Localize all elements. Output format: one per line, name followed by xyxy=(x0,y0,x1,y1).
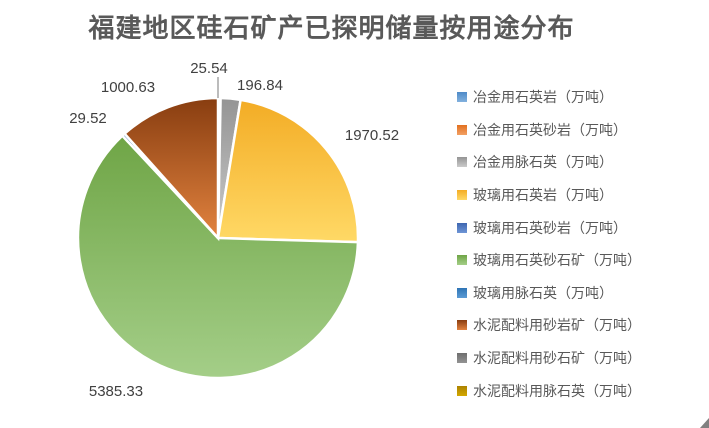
legend-swatch-icon xyxy=(457,92,467,103)
pie-slice-7[interactable] xyxy=(122,96,220,242)
data-label-3: 1970.52 xyxy=(345,127,399,144)
data-label-5: 5385.33 xyxy=(89,383,143,400)
chart-title: 福建地区硅石矿产已探明储量按用途分布 xyxy=(88,14,575,43)
legend-item-0[interactable]: 冶金用石英岩（万吨） xyxy=(457,81,709,114)
legend-label: 冶金用脉石英（万吨） xyxy=(473,156,613,172)
legend-label: 冶金用石英砂岩（万吨） xyxy=(473,123,627,139)
legend-item-1[interactable]: 冶金用石英砂岩（万吨） xyxy=(457,114,709,147)
legend-swatch-icon xyxy=(457,190,467,201)
legend-swatch-icon xyxy=(457,353,467,364)
legend-swatch-icon xyxy=(457,222,467,233)
chart-legend: 冶金用石英岩（万吨） 冶金用石英砂岩（万吨） 冶金用脉石英（万吨） 玻璃用石英岩（万吨… xyxy=(457,81,709,407)
legend-swatch-icon xyxy=(457,255,467,266)
legend-item-4[interactable]: 玻璃用石英砂岩（万吨） xyxy=(457,211,709,244)
legend-item-9[interactable]: 水泥配料用脉石英（万吨） xyxy=(457,374,709,407)
legend-label: 水泥配料用砂岩矿（万吨） xyxy=(473,319,641,335)
data-label-6: 29.52 xyxy=(69,110,107,127)
legend-item-3[interactable]: 玻璃用石英岩（万吨） xyxy=(457,179,709,212)
legend-item-7[interactable]: 水泥配料用砂岩矿（万吨） xyxy=(457,309,709,342)
pie-slice-3[interactable] xyxy=(216,98,360,244)
legend-label: 水泥配料用砂石矿（万吨） xyxy=(473,352,641,368)
data-label-7: 1000.63 xyxy=(101,79,155,96)
legend-label: 水泥配料用脉石英（万吨） xyxy=(473,384,641,400)
legend-item-6[interactable]: 玻璃用脉石英（万吨） xyxy=(457,277,709,310)
legend-label: 玻璃用脉石英（万吨） xyxy=(473,286,613,302)
legend-item-8[interactable]: 水泥配料用砂石矿（万吨） xyxy=(457,342,709,375)
corner-arrow-icon xyxy=(700,418,709,428)
legend-swatch-icon xyxy=(457,320,467,331)
legend-swatch-icon xyxy=(457,385,467,396)
legend-item-2[interactable]: 冶金用脉石英（万吨） xyxy=(457,146,709,179)
data-label-1: 25.54 xyxy=(190,60,228,77)
legend-item-5[interactable]: 玻璃用石英砂石矿（万吨） xyxy=(457,244,709,277)
legend-swatch-icon xyxy=(457,287,467,298)
legend-swatch-icon xyxy=(457,124,467,135)
legend-label: 玻璃用石英砂岩（万吨） xyxy=(473,221,627,237)
legend-label: 冶金用石英岩（万吨） xyxy=(473,91,613,107)
legend-swatch-icon xyxy=(457,157,467,168)
data-label-2: 196.84 xyxy=(237,77,283,94)
legend-label: 玻璃用石英砂石矿（万吨） xyxy=(473,254,641,270)
legend-label: 玻璃用石英岩（万吨） xyxy=(473,189,613,205)
pie-slice-5[interactable] xyxy=(76,133,360,380)
